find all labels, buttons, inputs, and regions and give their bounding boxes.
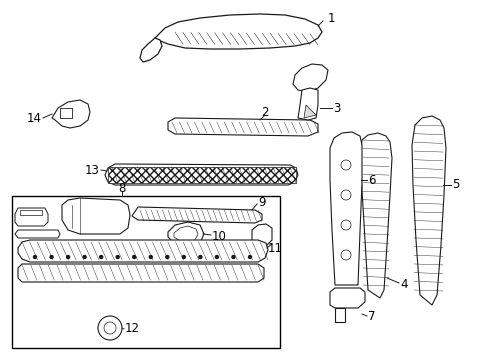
Circle shape — [116, 256, 119, 258]
Text: 13: 13 — [85, 163, 100, 176]
Polygon shape — [105, 164, 297, 185]
Text: 9: 9 — [258, 195, 265, 208]
Circle shape — [340, 190, 350, 200]
Circle shape — [132, 256, 136, 258]
Polygon shape — [304, 105, 315, 118]
Polygon shape — [15, 208, 48, 226]
Bar — [12, 196, 280, 348]
Circle shape — [165, 256, 168, 258]
Polygon shape — [251, 224, 271, 246]
Circle shape — [104, 322, 116, 334]
Polygon shape — [132, 207, 262, 223]
Polygon shape — [329, 132, 361, 285]
Text: 14: 14 — [27, 112, 42, 125]
Circle shape — [34, 256, 37, 258]
Text: 3: 3 — [332, 102, 340, 114]
Circle shape — [340, 220, 350, 230]
Polygon shape — [18, 264, 264, 282]
Polygon shape — [140, 38, 162, 62]
Bar — [108, 167, 295, 183]
Polygon shape — [52, 100, 90, 128]
Text: 1: 1 — [327, 12, 335, 24]
Circle shape — [231, 256, 234, 258]
Text: 10: 10 — [212, 230, 226, 243]
Polygon shape — [359, 133, 391, 298]
Polygon shape — [297, 88, 317, 120]
Polygon shape — [334, 308, 345, 322]
Text: 4: 4 — [399, 279, 407, 292]
Polygon shape — [174, 226, 198, 243]
Circle shape — [248, 256, 251, 258]
Circle shape — [66, 256, 69, 258]
Polygon shape — [168, 118, 317, 136]
Circle shape — [83, 256, 86, 258]
Polygon shape — [20, 210, 42, 215]
Text: 2: 2 — [261, 105, 268, 118]
Polygon shape — [155, 14, 321, 49]
Circle shape — [98, 316, 122, 340]
Text: 5: 5 — [451, 179, 458, 192]
Circle shape — [340, 250, 350, 260]
Polygon shape — [329, 288, 364, 308]
Circle shape — [340, 160, 350, 170]
Circle shape — [149, 256, 152, 258]
Circle shape — [182, 256, 185, 258]
Polygon shape — [292, 64, 327, 92]
Polygon shape — [168, 222, 203, 247]
Circle shape — [215, 256, 218, 258]
Text: 7: 7 — [367, 310, 375, 323]
Text: 8: 8 — [118, 181, 125, 194]
Polygon shape — [62, 198, 130, 234]
Circle shape — [100, 256, 102, 258]
Circle shape — [50, 256, 53, 258]
Polygon shape — [60, 108, 72, 118]
Text: 11: 11 — [267, 242, 283, 255]
Polygon shape — [411, 116, 445, 305]
Polygon shape — [18, 240, 267, 262]
Polygon shape — [15, 230, 60, 238]
Circle shape — [199, 256, 202, 258]
Text: 6: 6 — [367, 174, 375, 186]
Text: 12: 12 — [125, 323, 140, 336]
